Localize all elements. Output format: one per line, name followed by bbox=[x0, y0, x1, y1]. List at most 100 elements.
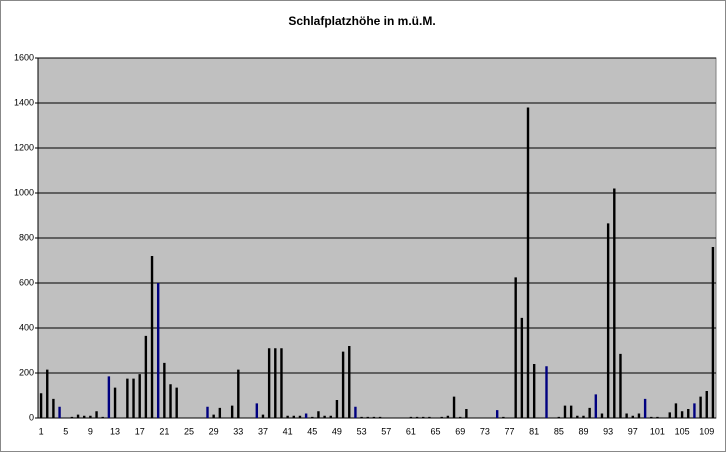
bar bbox=[576, 415, 579, 418]
bar bbox=[132, 378, 135, 418]
bar bbox=[348, 346, 351, 418]
bar bbox=[101, 416, 104, 418]
bar bbox=[298, 415, 302, 418]
bar bbox=[594, 394, 598, 418]
bar bbox=[693, 403, 696, 418]
bar bbox=[70, 416, 74, 418]
bar bbox=[569, 405, 573, 418]
bar bbox=[699, 396, 702, 418]
bar bbox=[212, 414, 215, 418]
bar bbox=[255, 403, 259, 418]
x-tick-label: 61 bbox=[406, 426, 416, 436]
bar bbox=[144, 335, 148, 418]
x-tick-label: 5 bbox=[63, 426, 68, 436]
bar bbox=[409, 416, 413, 418]
x-tick-label: 109 bbox=[699, 426, 714, 436]
y-tick-label: 600 bbox=[19, 277, 34, 287]
bar bbox=[613, 188, 616, 418]
bar bbox=[237, 369, 240, 418]
bar bbox=[341, 351, 345, 418]
x-tick-label: 37 bbox=[258, 426, 268, 436]
bar bbox=[606, 223, 610, 418]
bar bbox=[520, 317, 524, 418]
x-tick-label: 33 bbox=[233, 426, 243, 436]
x-tick-label: 89 bbox=[578, 426, 588, 436]
bar bbox=[323, 415, 326, 418]
bar bbox=[378, 416, 382, 418]
bar bbox=[680, 411, 684, 418]
bar bbox=[206, 406, 209, 418]
bar bbox=[563, 405, 567, 418]
x-tick-label: 85 bbox=[554, 426, 564, 436]
x-tick-label: 9 bbox=[88, 426, 93, 436]
bar bbox=[169, 384, 172, 418]
bar bbox=[83, 415, 86, 418]
x-tick-label: 105 bbox=[675, 426, 690, 436]
bar bbox=[502, 416, 505, 418]
x-tick-label: 17 bbox=[135, 426, 145, 436]
bar bbox=[656, 416, 659, 418]
x-tick-label: 65 bbox=[431, 426, 441, 436]
bar bbox=[218, 407, 222, 418]
bar bbox=[126, 378, 129, 418]
x-tick-label: 101 bbox=[650, 426, 665, 436]
bar bbox=[637, 413, 641, 418]
bar bbox=[619, 353, 622, 418]
x-tick-label: 13 bbox=[110, 426, 120, 436]
bar bbox=[39, 393, 43, 418]
bar bbox=[440, 416, 443, 418]
bar bbox=[286, 415, 289, 418]
bar bbox=[557, 416, 561, 418]
bar bbox=[446, 415, 450, 418]
bar bbox=[354, 406, 357, 418]
bar bbox=[230, 405, 234, 418]
bar bbox=[360, 416, 363, 418]
bar bbox=[46, 369, 49, 418]
y-tick-label: 1200 bbox=[14, 142, 34, 152]
y-tick-label: 1400 bbox=[14, 97, 34, 107]
bar bbox=[625, 413, 628, 418]
bar bbox=[89, 415, 92, 418]
bar bbox=[150, 256, 154, 418]
bar bbox=[304, 413, 308, 418]
bar bbox=[52, 398, 55, 418]
x-tick-label: 69 bbox=[455, 426, 465, 436]
bar bbox=[156, 283, 160, 418]
x-tick-label: 53 bbox=[357, 426, 367, 436]
y-tick-label: 400 bbox=[19, 322, 34, 332]
y-tick-label: 1600 bbox=[14, 52, 34, 62]
bar bbox=[138, 374, 141, 418]
bar bbox=[267, 348, 271, 418]
bar bbox=[422, 416, 425, 418]
y-tick-label: 1000 bbox=[14, 187, 34, 197]
x-tick-label: 57 bbox=[381, 426, 391, 436]
x-tick-label: 41 bbox=[283, 426, 293, 436]
bar bbox=[452, 396, 456, 418]
bar bbox=[261, 414, 265, 418]
bar bbox=[95, 411, 98, 418]
bar bbox=[335, 400, 339, 418]
bar bbox=[428, 416, 431, 418]
bar bbox=[631, 415, 634, 418]
bar bbox=[366, 416, 369, 418]
bar bbox=[292, 415, 295, 418]
bar bbox=[459, 416, 462, 418]
bar bbox=[495, 410, 499, 418]
chart-title: Schlafplatzhöhe in m.ü.M. bbox=[288, 14, 435, 28]
bar bbox=[107, 376, 111, 418]
bar bbox=[58, 406, 61, 418]
bar bbox=[163, 362, 166, 418]
bar bbox=[317, 411, 320, 418]
x-tick-label: 49 bbox=[332, 426, 342, 436]
x-tick-label: 77 bbox=[505, 426, 515, 436]
x-tick-label: 97 bbox=[628, 426, 638, 436]
bar bbox=[415, 416, 419, 418]
bar bbox=[674, 403, 678, 418]
x-tick-label: 29 bbox=[209, 426, 219, 436]
bar bbox=[526, 107, 530, 418]
bar bbox=[705, 391, 708, 418]
y-tick-label: 200 bbox=[19, 367, 34, 377]
bar bbox=[582, 415, 585, 418]
x-tick-label: 73 bbox=[480, 426, 490, 436]
